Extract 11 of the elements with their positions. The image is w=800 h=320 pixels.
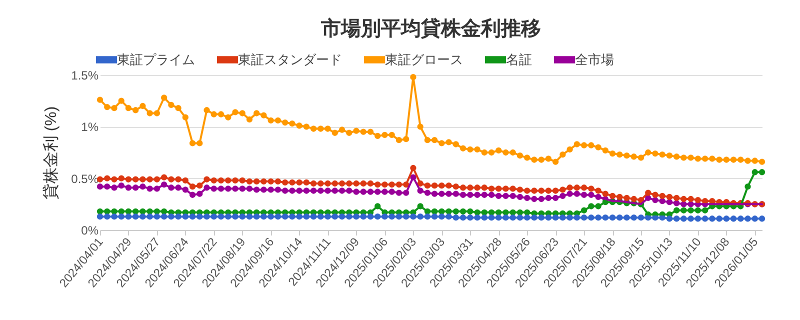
y-tick-label: 1.5% xyxy=(71,68,99,82)
legend-label: 名証 xyxy=(506,52,532,67)
legend-label: 全市場 xyxy=(575,52,614,67)
chart-title: 市場別平均貸株金利推移 xyxy=(320,17,541,40)
y-tick-label: 0.5% xyxy=(71,172,99,186)
y-tick-label: 0% xyxy=(81,224,99,238)
legend-label: 東証プライム xyxy=(117,52,195,67)
legend-label: 東証グロース xyxy=(385,52,463,67)
y-tick-label: 1% xyxy=(81,120,99,134)
y-axis-title: 貸株金利 (%) xyxy=(42,106,60,200)
legend-label: 東証スタンダード xyxy=(238,52,342,67)
